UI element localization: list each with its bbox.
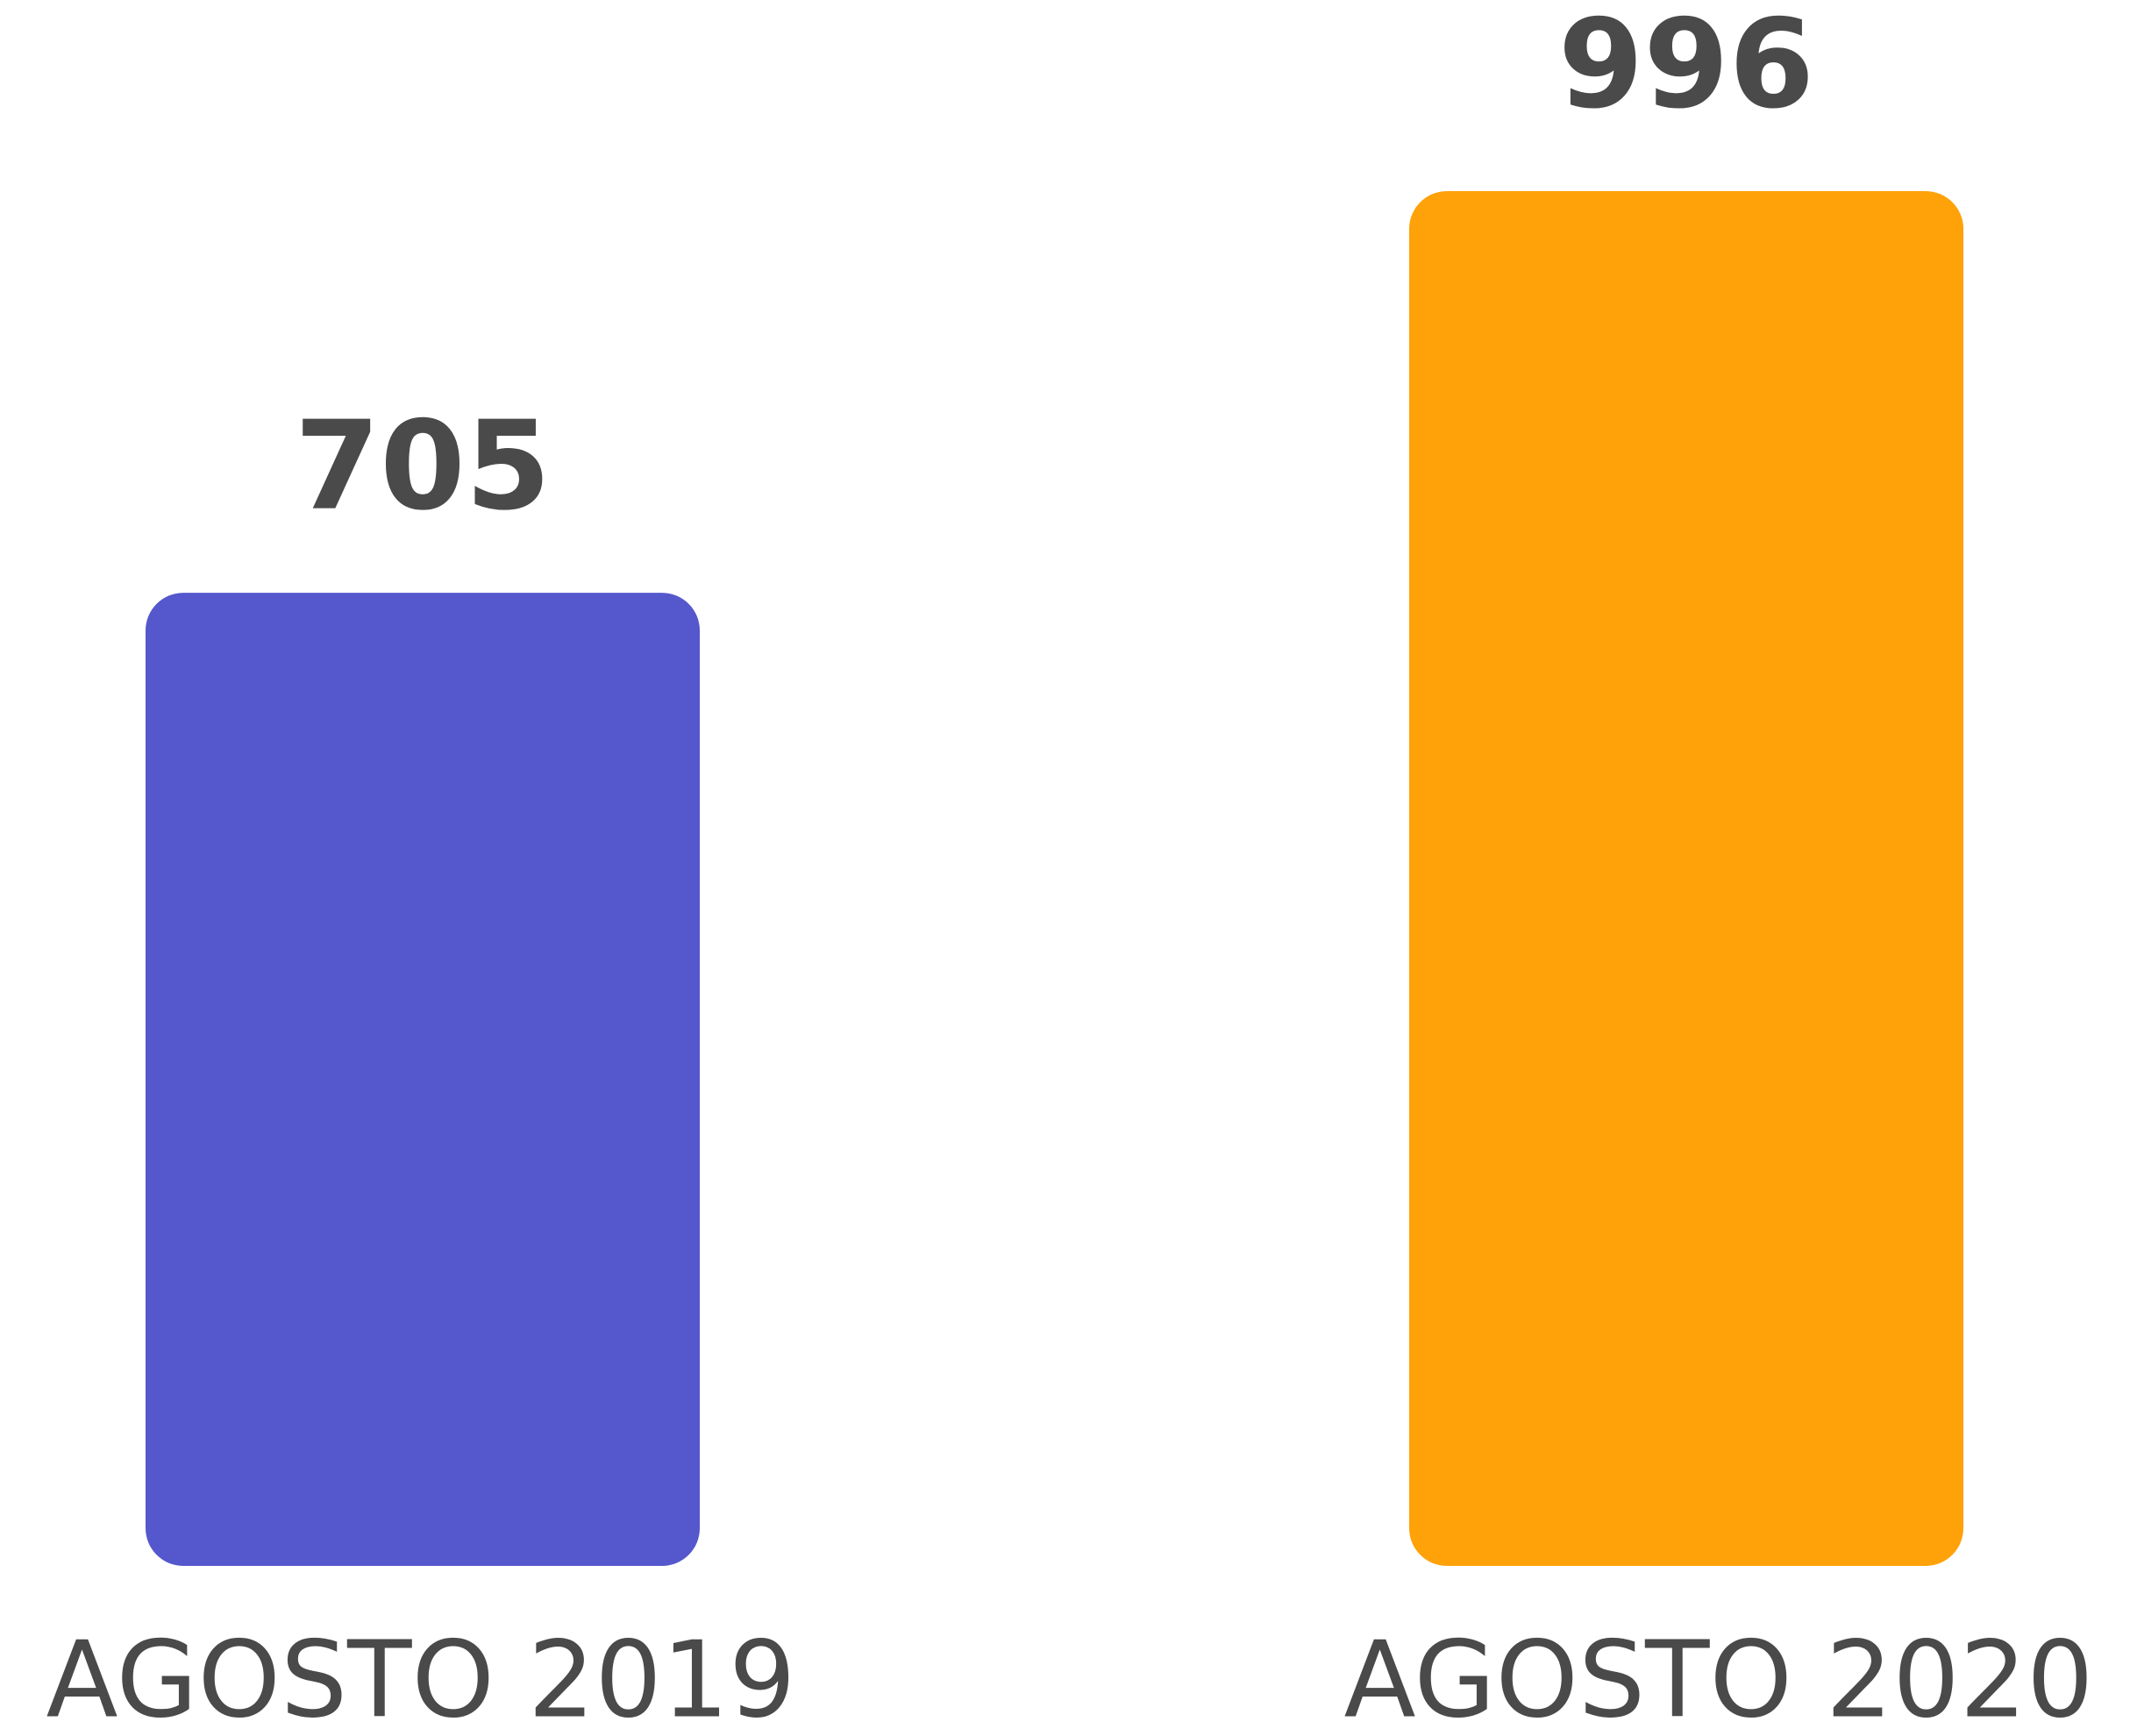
x-tick-label: AGOSTO 2019	[46, 1620, 796, 1736]
value-label: 996	[1558, 0, 1814, 137]
bar	[1409, 191, 1963, 1566]
bar	[146, 593, 700, 1566]
value-label: 705	[295, 395, 551, 538]
x-tick-label: AGOSTO 2020	[1344, 1620, 2094, 1736]
